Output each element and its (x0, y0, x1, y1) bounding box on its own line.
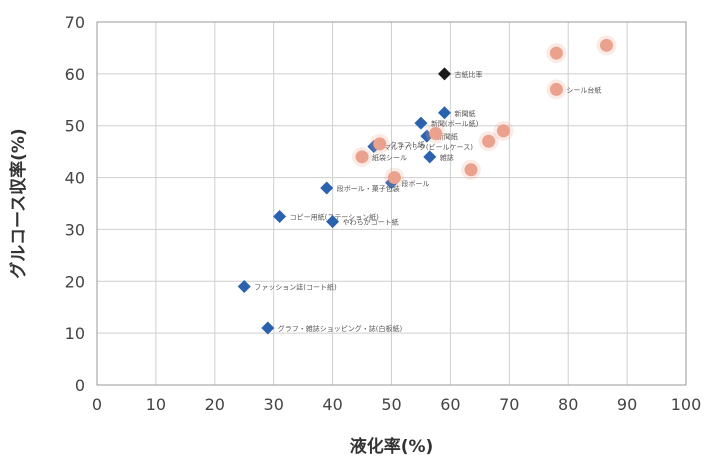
point-label: 雑誌 (440, 153, 454, 162)
data-point (438, 106, 452, 120)
data-point (237, 279, 251, 293)
y-tick-label: 30 (65, 220, 85, 239)
data-points (237, 35, 617, 335)
x-tick-label: 100 (671, 395, 702, 414)
point-label: ファッション誌(コート紙) (254, 282, 337, 291)
y-tick-label: 70 (65, 13, 85, 32)
point-labels: ファッション誌(コート紙)グラフ・雑誌ショッピング・誌(白板紙)コピー用紙(ステ… (254, 70, 601, 333)
data-point (387, 171, 401, 185)
point-label: やわらかコート紙 (343, 218, 399, 227)
point-label: 新聞紙 (437, 132, 458, 141)
point-label: 新聞紙 (455, 109, 476, 118)
x-tick-label: 30 (264, 395, 284, 414)
x-tick-label: 10 (146, 395, 166, 414)
point-label: クラフト紙 (390, 140, 425, 149)
data-point (326, 215, 340, 229)
data-point (261, 321, 275, 335)
point-label: マルチパック(ビールケース) (384, 142, 473, 151)
point-label: 段ボール・菓子包装 (337, 184, 400, 193)
plot-frame (96, 21, 687, 386)
data-point (423, 150, 437, 164)
y-tick-labels: 0 10 20 30 40 50 60 70 (65, 13, 85, 395)
point-label: 段ボール (402, 179, 430, 188)
x-axis-title: 液化率(%) (350, 436, 434, 457)
data-point (355, 150, 369, 164)
y-tick-label: 40 (65, 169, 85, 188)
point-label: 紙袋シール (372, 153, 407, 162)
x-tick-label: 50 (381, 395, 401, 414)
x-tick-label: 0 (92, 395, 102, 414)
data-point (464, 163, 478, 177)
point-label: グラフ・雑誌ショッピング・誌(白板紙) (278, 324, 403, 333)
point-label: 古紙比率 (455, 70, 483, 79)
data-point (429, 126, 443, 140)
x-tick-label: 40 (322, 395, 342, 414)
y-tick-label: 50 (65, 117, 85, 136)
x-tick-label: 70 (499, 395, 519, 414)
point-label: 新聞(ボール紙) (431, 119, 479, 128)
data-point (599, 38, 613, 52)
y-tick-label: 20 (65, 272, 85, 291)
x-tick-label: 20 (205, 395, 225, 414)
data-point (414, 116, 428, 130)
data-point (320, 181, 334, 195)
y-tick-label: 10 (65, 324, 85, 343)
data-point (549, 82, 563, 96)
y-tick-label: 60 (65, 65, 85, 84)
x-tick-labels: 0 10 20 30 40 50 60 70 80 90 100 (92, 395, 701, 414)
y-tick-label: 0 (75, 376, 85, 395)
y-axis-title: グルコース収率(%) (8, 128, 29, 278)
data-point (482, 134, 496, 148)
data-point (438, 67, 452, 81)
x-tick-label: 80 (558, 395, 578, 414)
data-point (496, 124, 510, 138)
x-tick-label: 90 (617, 395, 637, 414)
data-point (549, 46, 563, 60)
x-tick-label: 60 (440, 395, 460, 414)
point-label: シール台紙 (566, 85, 601, 94)
data-point (273, 209, 287, 223)
data-point (373, 137, 387, 151)
